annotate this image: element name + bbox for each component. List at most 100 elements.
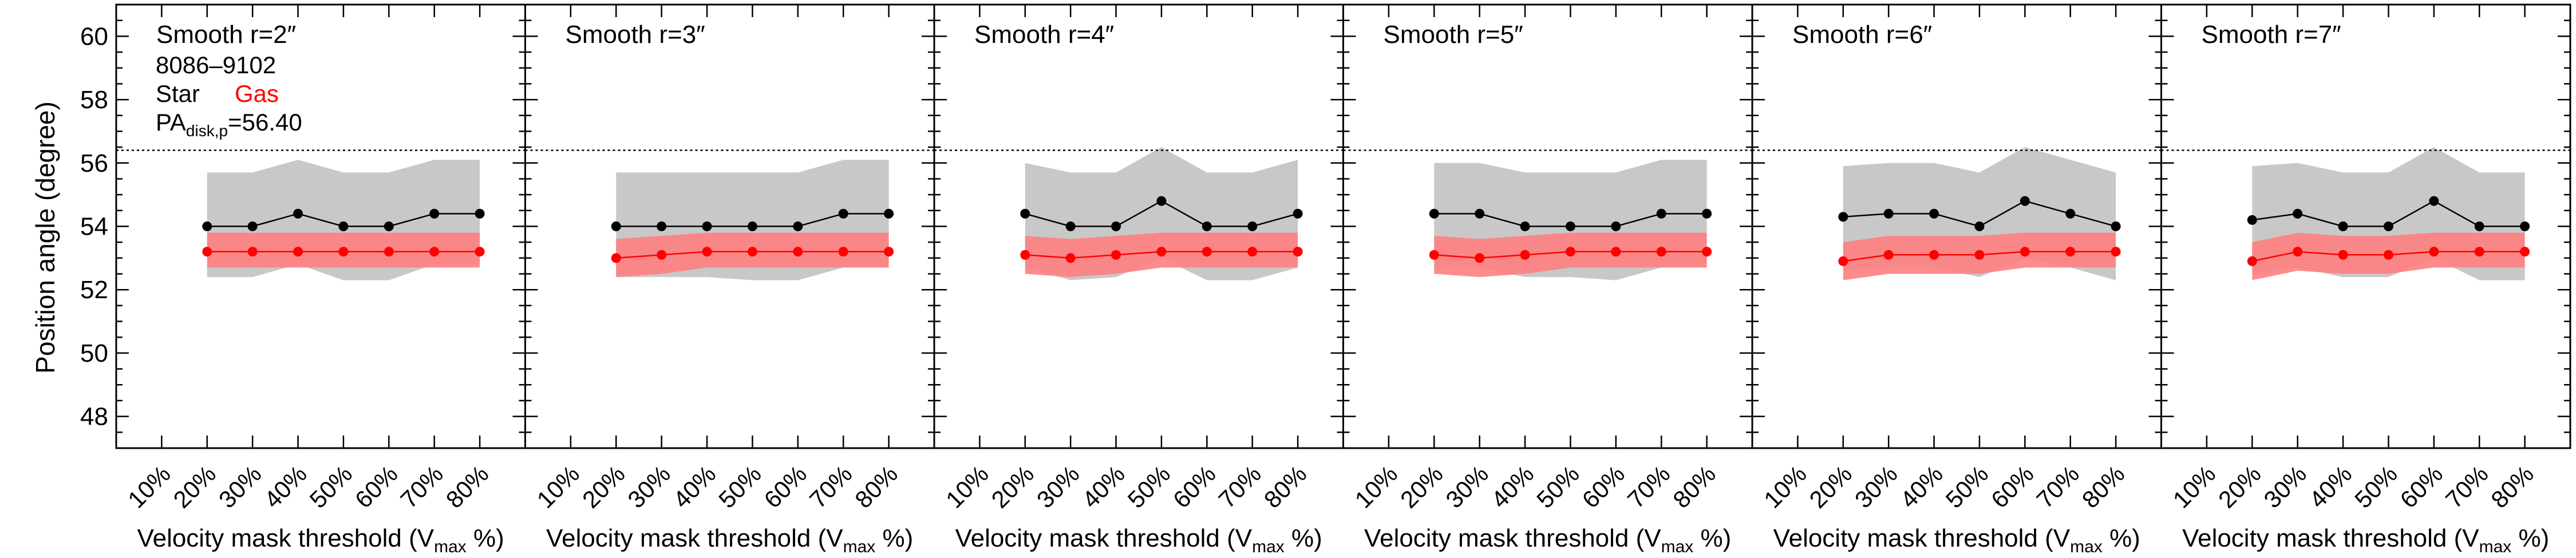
x-axis-label-end: %) (875, 524, 913, 552)
x-tick-label: 20% (986, 460, 1039, 513)
star-point (1929, 208, 1939, 219)
gas-point (2474, 247, 2484, 257)
x-tick-label: 40% (1077, 460, 1130, 513)
star-point (2383, 221, 2393, 231)
x-tick-label: 10% (123, 460, 176, 513)
gas-point (793, 247, 803, 257)
legend-object-id: 8086–9102 (156, 52, 276, 78)
panels-container: 4850525456586010%20%30%40%50%60%70%80%Sm… (80, 3, 2571, 556)
y-tick-label: 54 (80, 213, 108, 241)
star-point (1611, 221, 1621, 231)
x-axis-label: Velocity mask threshold (Vmax %) (955, 524, 1322, 556)
x-tick-label: 60% (759, 460, 812, 513)
star-point (338, 221, 349, 231)
panel-1: 48 50 52 54 56 58 60 10%20%30%40%50%60%70%80% Sm… (80, 3, 526, 556)
x-axis-label-end: %) (2511, 524, 2549, 552)
star-point (1838, 212, 1848, 222)
x-tick-label: 70% (804, 460, 858, 513)
x-tick-label: 70% (2440, 460, 2494, 513)
x-axis-label-sub: max (434, 537, 467, 556)
star-point (1247, 221, 1258, 231)
star-point (1202, 221, 1212, 231)
legend-gas-label: Gas (235, 80, 279, 107)
gas-point (1838, 256, 1848, 266)
panel-2: 10%20%30%40%50%60%70%80% Smooth r=3″ Veloc… (524, 3, 935, 556)
x-tick-label: 40% (259, 460, 312, 513)
y-tick-label: 48 (80, 403, 108, 431)
x-tick-label: 70% (395, 460, 448, 513)
x-tick-label: 80% (2077, 460, 2130, 513)
gas-point (1111, 250, 1121, 260)
star-point (1065, 221, 1076, 231)
x-tick-label: 30% (1850, 460, 1903, 513)
x-tick-label: 50% (305, 460, 358, 513)
gas-point (202, 247, 212, 257)
gas-point (1520, 250, 1530, 260)
star-point (884, 208, 894, 219)
star-point (1429, 208, 1439, 219)
gas-point (702, 247, 712, 257)
x-axis-label-end: %) (467, 524, 504, 552)
x-axis-label-main: Velocity mask threshold (V (1364, 524, 1661, 552)
star-point (247, 221, 258, 231)
star-point (657, 221, 667, 231)
star-point (838, 208, 848, 219)
x-axis-label-main: Velocity mask threshold (V (137, 524, 434, 552)
x-axis-label: Velocity mask threshold (Vmax %) (2182, 524, 2549, 556)
x-axis-label-end: %) (2103, 524, 2140, 552)
x-tick-label: 70% (1622, 460, 1676, 513)
star-point (2020, 196, 2030, 206)
star-point (384, 221, 394, 231)
x-tick-label: 30% (1032, 460, 1085, 513)
gas-point (2383, 250, 2393, 260)
gas-point (2247, 256, 2257, 266)
star-point (1883, 208, 1894, 219)
legend-pa-sub: disk,p (186, 122, 228, 140)
x-axis-label: Velocity mask threshold (Vmax %) (546, 524, 913, 556)
gas-point (1929, 250, 1939, 260)
star-point (2293, 208, 2303, 219)
gas-point (838, 247, 848, 257)
x-tick-label: 10% (1759, 460, 1812, 513)
x-tick-label: 80% (1668, 460, 1721, 513)
gas-point (1565, 247, 1575, 257)
gas-point (2293, 247, 2303, 257)
x-tick-label: 30% (622, 460, 675, 513)
gas-point (1156, 247, 1167, 257)
star-point (1111, 221, 1121, 231)
gas-point (2111, 247, 2121, 257)
gas-point (429, 247, 440, 257)
x-tick-label: 70% (2031, 460, 2084, 513)
star-point (2111, 221, 2121, 231)
y-tick-label: 50 (80, 339, 108, 367)
x-tick-label: 50% (1123, 460, 1176, 513)
star-point (2338, 221, 2348, 231)
panel-title: Smooth r=2″ (156, 21, 296, 49)
x-tick-label: 20% (1395, 460, 1448, 513)
x-axis-label-sub: max (1252, 537, 1285, 556)
star-point (747, 221, 757, 231)
gas-point (1656, 247, 1666, 257)
x-tick-label: 60% (2395, 460, 2448, 513)
gas-point (475, 247, 485, 257)
x-tick-label: 50% (1941, 460, 1994, 513)
x-tick-label: 20% (2213, 460, 2266, 513)
x-tick-label: 40% (1486, 460, 1539, 513)
star-point (2520, 221, 2530, 231)
gas-point (1702, 247, 1712, 257)
x-axis-label: Velocity mask threshold (Vmax %) (1364, 524, 1731, 556)
x-axis-label-main: Velocity mask threshold (V (955, 524, 1253, 552)
star-point (429, 208, 440, 219)
gas-point (247, 247, 258, 257)
x-axis-label-main: Velocity mask threshold (V (546, 524, 843, 552)
star-point (1475, 208, 1485, 219)
gas-point (1202, 247, 1212, 257)
gas-point (2429, 247, 2439, 257)
x-tick-label: 50% (713, 460, 767, 513)
x-axis-label: Velocity mask threshold (Vmax %) (137, 524, 504, 556)
star-point (611, 221, 621, 231)
star-point (1656, 208, 1666, 219)
star-point (1020, 208, 1030, 219)
gas-point (1883, 250, 1894, 260)
gas-point (293, 247, 303, 257)
